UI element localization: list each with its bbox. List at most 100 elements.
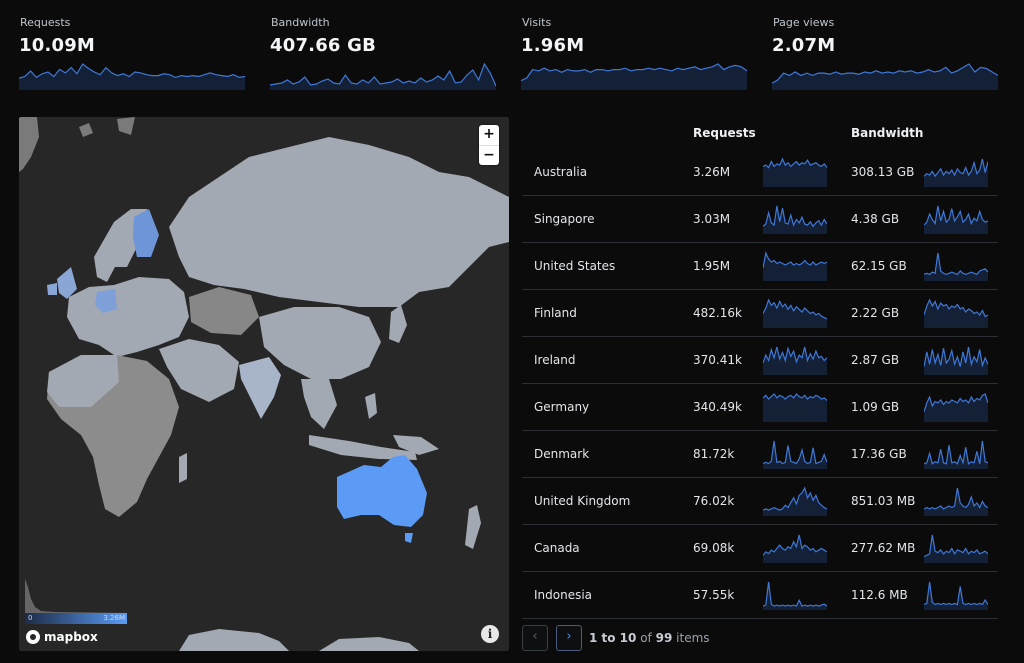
map-region-southeast-asia [301,379,337,429]
country-name: Australia [534,165,588,179]
requests-value: 370.41k [693,353,742,367]
sparkline-area [924,300,988,328]
requests-value: 482.16k [693,306,742,320]
sparkline-line [924,440,988,466]
sparkline-line [270,62,496,87]
stat-visits: Visits 1.96M [521,14,747,94]
sparkline-line [924,346,988,368]
requests-sparkline [763,581,827,610]
table-row[interactable]: Finland 482.16k 2.22 GB [522,290,998,337]
map-region-new-zealand [465,505,481,549]
zoom-out-button[interactable]: − [479,145,499,166]
column-header-bandwidth[interactable]: Bandwidth [851,126,924,140]
sparkline-line [772,63,998,84]
sparkline-area [924,206,988,234]
sparkline-area [924,253,988,281]
stat-label: Visits [522,16,552,29]
map-region-new-guinea [393,435,439,455]
bandwidth-value: 2.22 GB [851,306,900,320]
bandwidth-sparkline [924,298,988,328]
stat-value: 407.66 GB [270,35,377,56]
sparkline-area [270,64,496,90]
sparkline-line [19,63,245,79]
requests-value: 69.08k [693,541,735,555]
stat-page-views: Page views 2.07M [772,14,998,94]
stat-sparkline [772,63,998,90]
bandwidth-sparkline [924,346,988,375]
country-name: Finland [534,306,577,320]
previous-page-button[interactable]: ‹ [522,625,548,651]
legend-histogram-shape [25,579,129,613]
bandwidth-sparkline [924,393,988,422]
column-header-requests[interactable]: Requests [693,126,756,140]
bandwidth-value: 277.62 MB [851,541,916,555]
sparkline-line [763,440,827,465]
sparkline-line [924,298,988,318]
sparkline-line [763,346,827,364]
world-map[interactable]: + − 0 3.26M mapbox i [19,117,509,651]
sparkline-line [763,251,827,269]
map-region-europe [67,277,189,357]
requests-value: 340.49k [693,400,742,414]
stat-value: 1.96M [521,35,585,56]
stat-sparkline [521,63,747,90]
legend-min-label: 0 [28,614,33,622]
info-icon[interactable]: i [481,625,499,643]
requests-sparkline [763,251,827,281]
stat-bandwidth: Bandwidth 407.66 GB [270,14,496,94]
stat-value: 2.07M [772,35,836,56]
map-region-australia [337,455,427,527]
sparkline-line [924,252,988,276]
country-name: Canada [534,541,580,555]
requests-sparkline [763,346,827,375]
mapbox-logo[interactable]: mapbox [26,629,98,645]
sparkline-area [772,64,998,90]
sparkline-area [763,206,827,234]
table-row[interactable]: Canada 69.08k 277.62 MB [522,525,998,572]
table-row[interactable]: United Kingdom 76.02k 851.03 MB [522,478,998,525]
bandwidth-sparkline [924,581,988,610]
country-name: Singapore [534,212,595,226]
table-row[interactable]: Germany 340.49k 1.09 GB [522,384,998,431]
sparkline-line [763,393,827,401]
sparkline-line [924,487,988,510]
sparkline-line [763,298,827,320]
table-row[interactable]: United States 1.95M 62.15 GB [522,243,998,290]
mapbox-wordmark: mapbox [44,630,98,644]
table-row[interactable]: Ireland 370.41k 2.87 GB [522,337,998,384]
bandwidth-value: 308.13 GB [851,165,915,179]
sparkline-area [763,347,827,375]
bandwidth-value: 112.6 MB [851,588,908,602]
sparkline-line [763,205,827,228]
sparkline-line [763,486,827,511]
zoom-in-button[interactable]: + [483,126,495,142]
map-legend: 0 3.26M [25,579,129,625]
requests-sparkline [763,205,827,234]
table-row[interactable]: Singapore 3.03M 4.38 GB [522,196,998,243]
sparkline-line [924,205,988,226]
requests-sparkline [763,393,827,422]
bandwidth-sparkline [924,158,988,187]
sparkline-area [521,64,747,90]
requests-sparkline [763,440,827,469]
table-row[interactable]: Australia 3.26M 308.13 GB [522,149,998,196]
map-region-arctic-islands [79,117,135,137]
map-region-tasmania [405,533,413,543]
map-region-germany [95,289,117,313]
sparkline-area [763,253,827,281]
legend-max-label: 3.26M [103,614,125,622]
map-region-japan [389,305,407,343]
sparkline-area [19,64,245,90]
table-row[interactable]: Denmark 81.72k 17.36 GB [522,431,998,478]
map-canvas[interactable] [19,117,509,651]
map-region-madagascar [179,453,187,483]
table-row[interactable]: Indonesia 57.55k 112.6 MB [522,572,998,619]
requests-sparkline [763,298,827,328]
bandwidth-sparkline [924,440,988,469]
sparkline-area [763,535,827,563]
pagination-range: 1 to 10 [589,631,637,645]
stat-sparkline [270,62,496,90]
next-page-button[interactable]: › [556,625,582,651]
requests-value: 3.26M [693,165,731,179]
pagination-summary: 1 to 10 of 99 items [589,625,710,651]
